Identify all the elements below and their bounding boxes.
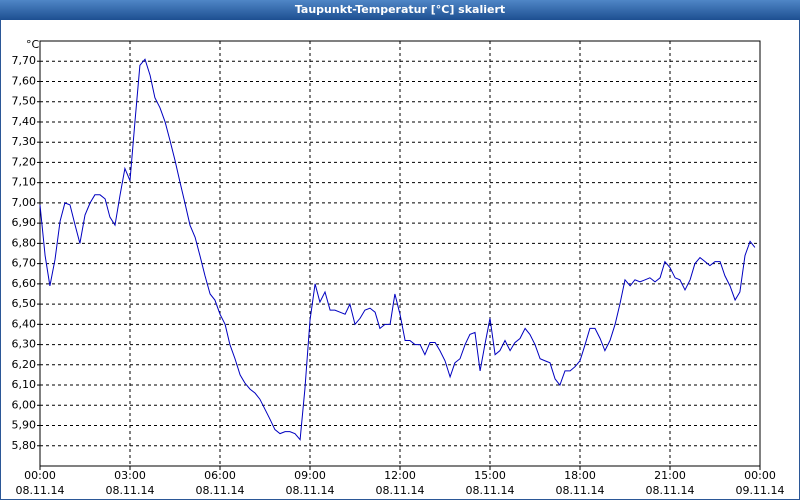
- x-tick-label: 06:00: [204, 469, 236, 482]
- x-tick-label: 12:00: [384, 469, 416, 482]
- x-tick-label: 00:00: [744, 469, 776, 482]
- y-tick-label: 7,20: [12, 155, 37, 168]
- x-tick-date: 08.11.14: [646, 484, 695, 497]
- y-tick-label: 6,40: [12, 317, 37, 330]
- x-tick-label: 00:00: [24, 469, 56, 482]
- data-line: [39, 58, 756, 441]
- y-tick-label: 6,50: [12, 297, 37, 310]
- y-tick-label: 5,90: [12, 419, 37, 432]
- y-tick-label: 6,90: [12, 216, 37, 229]
- y-tick-label: 6,00: [12, 398, 37, 411]
- x-tick-date: 08.11.14: [106, 484, 155, 497]
- x-tick-label: 03:00: [114, 469, 146, 482]
- x-tick-date: 08.11.14: [196, 484, 245, 497]
- x-tick-date: 08.11.14: [376, 484, 425, 497]
- x-tick-label: 09:00: [294, 469, 326, 482]
- y-tick-label: 7,40: [12, 115, 37, 128]
- x-tick-date: 09.11.14: [736, 484, 785, 497]
- x-tick-date: 08.11.14: [466, 484, 515, 497]
- y-tick-label: 6,60: [12, 277, 37, 290]
- y-tick-label: 6,20: [12, 358, 37, 371]
- y-tick-label: 6,70: [12, 257, 37, 270]
- y-tick-label: 7,70: [12, 54, 37, 67]
- y-tick-label: 7,60: [12, 74, 37, 87]
- y-tick-label: 7,30: [12, 135, 37, 148]
- y-tick-label: 5,80: [12, 439, 37, 452]
- chart-title: Taupunkt-Temperatur [°C] skaliert: [295, 3, 505, 16]
- y-tick-label: 7,50: [12, 95, 37, 108]
- x-tick-label: 21:00: [654, 469, 686, 482]
- x-tick-date: 08.11.14: [556, 484, 605, 497]
- y-tick-label: 6,30: [12, 338, 37, 351]
- plot-frame: [39, 40, 761, 467]
- x-tick-date: 08.11.14: [286, 484, 335, 497]
- y-tick-label: 6,10: [12, 378, 37, 391]
- x-tick-date: 08.11.14: [16, 484, 65, 497]
- y-tick-label: 6,80: [12, 236, 37, 249]
- y-tick-label: 7,10: [12, 176, 37, 189]
- y-unit: °C: [26, 38, 40, 51]
- y-tick-label: 7,00: [12, 196, 37, 209]
- x-tick-label: 18:00: [564, 469, 596, 482]
- title-bar: [0, 0, 800, 20]
- x-tick-label: 15:00: [474, 469, 506, 482]
